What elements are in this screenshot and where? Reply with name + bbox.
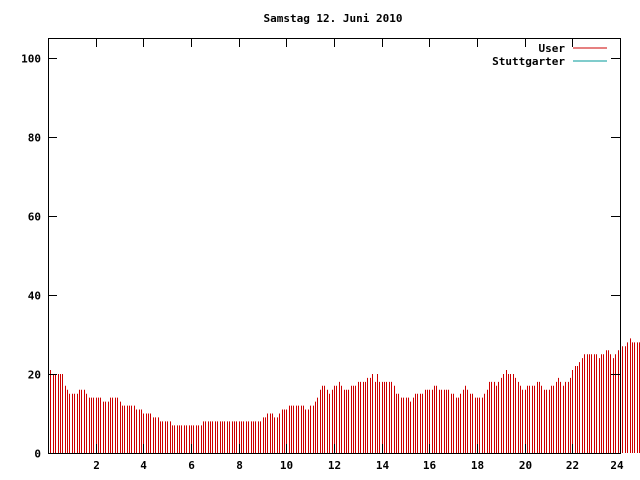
- x-tick-label: 20: [519, 459, 532, 472]
- x-tick-label: 10: [280, 459, 293, 472]
- y-tick-label: 20: [28, 369, 41, 382]
- x-tick-label: 12: [328, 459, 341, 472]
- x-tick-label: 2: [93, 459, 100, 472]
- legend: User Stuttgarter: [492, 42, 607, 68]
- plot-area: [48, 338, 640, 453]
- legend-label-stuttgarter: Stuttgarter: [492, 55, 565, 68]
- x-tick-label: 16: [423, 459, 437, 472]
- y-tick-label: 60: [28, 211, 41, 224]
- x-tick-label: 24: [610, 459, 624, 472]
- x-tick-label: 6: [188, 459, 195, 472]
- chart-title: Samstag 12. Juni 2010: [263, 12, 402, 25]
- y-tick-label: 0: [34, 448, 41, 461]
- x-tick-label: 22: [566, 459, 579, 472]
- x-tick-label: 18: [471, 459, 484, 472]
- y-tick-label: 40: [28, 290, 41, 303]
- x-tick-label: 8: [236, 459, 243, 472]
- x-tick-label: 14: [376, 459, 390, 472]
- x-tick-label: 4: [140, 459, 147, 472]
- y-tick-label: 100: [21, 53, 41, 66]
- y-tick-label: 80: [28, 132, 41, 145]
- legend-label-user: User: [539, 42, 566, 55]
